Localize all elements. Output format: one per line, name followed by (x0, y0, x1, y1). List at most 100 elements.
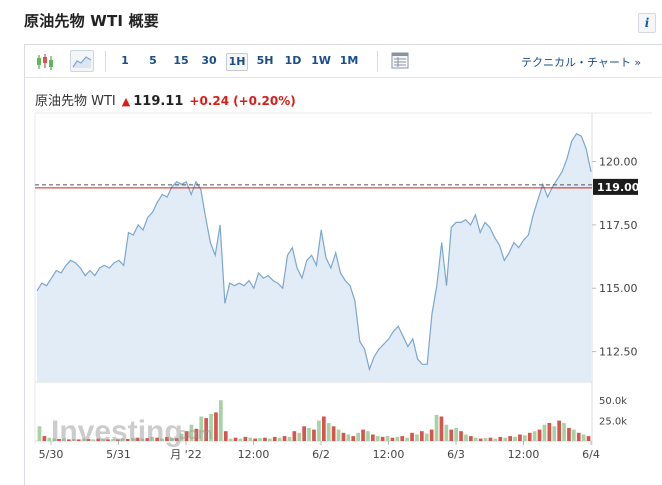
volume-bar (145, 438, 150, 441)
timeframe-1h[interactable]: 1H (226, 53, 248, 71)
volume-bar (341, 432, 346, 441)
volume-bar (488, 437, 493, 441)
volume-bar (405, 437, 409, 441)
volume-bar (174, 438, 179, 441)
volume-bar (287, 436, 292, 441)
price-change-percent: (+0.20%) (233, 94, 296, 108)
volume-bar (385, 436, 390, 441)
technical-chart-link[interactable]: テクニカル・チャート » (521, 56, 642, 69)
last-price: 119.11 (133, 94, 184, 109)
x-axis-ticks: 5/30 5/31 月 '22 12:00 6/2 12:00 6/3 12:00 6/4 (39, 441, 600, 461)
timeframe-1[interactable]: 1 (121, 54, 129, 67)
volume-bar (395, 436, 400, 441)
area-chart-icon[interactable] (70, 50, 94, 72)
volume-bar (576, 432, 581, 441)
x-tick-label: 6/2 (312, 448, 330, 461)
volume-bar (547, 423, 552, 441)
candlestick-chart-icon[interactable] (33, 50, 55, 72)
volume-bar (523, 435, 527, 441)
volume-bar (581, 434, 586, 441)
volume-bar (473, 437, 478, 441)
toolbar-divider (377, 51, 378, 72)
volume-bar (57, 439, 61, 441)
volume-bar (434, 414, 439, 441)
x-tick-label: 6/3 (447, 448, 465, 461)
volume-bar (248, 437, 253, 441)
volume-bar (258, 438, 262, 441)
price-line (36, 132, 592, 372)
timeframe-1m[interactable]: 1M (339, 54, 359, 67)
chart-widget: 1 5 15 30 1H 5H 1D 1W 1M テクニカル・チャート » 原油… (24, 44, 662, 485)
chart-toolbar: 1 5 15 30 1H 5H 1D 1W 1M テクニカル・チャート » (25, 45, 662, 78)
volume-series: 50.0k 25.0k (37, 396, 627, 442)
volume-bar (179, 433, 184, 441)
volume-bar (282, 436, 287, 441)
volume-bar (513, 436, 517, 441)
current-price-label-bg (593, 178, 638, 195)
volume-bar (253, 438, 257, 442)
x-tick-label: 12:00 (238, 448, 270, 461)
volume-bar (96, 438, 101, 442)
volume-bar (184, 431, 189, 441)
timeframe-15[interactable]: 15 (173, 54, 189, 67)
volume-bar (317, 420, 321, 441)
volume-bar (375, 436, 380, 441)
volume-bar (307, 427, 311, 441)
volume-bar (140, 438, 145, 442)
volume-bar (199, 416, 204, 441)
volume-bar (518, 434, 522, 441)
volume-bar (67, 439, 71, 441)
volume-bar (62, 438, 66, 442)
timeframe-1d[interactable]: 1D (284, 54, 302, 67)
x-tick-label: 12:00 (508, 448, 540, 461)
timeframe-30[interactable]: 30 (201, 54, 217, 67)
volume-bar (351, 436, 356, 441)
volume-tick-label: 50.0k (599, 396, 627, 407)
volume-bar (366, 431, 370, 441)
volume-bar (503, 437, 508, 441)
info-button[interactable]: i (638, 13, 656, 33)
volume-bar (356, 432, 360, 441)
y-tick-label: 115.00 (599, 282, 638, 295)
volume-bar (331, 426, 336, 441)
timeframe-5h[interactable]: 5H (256, 54, 274, 67)
page-title: 原油先物 WTI 概要 (24, 12, 160, 30)
volume-bar (537, 429, 542, 441)
volume-bar (228, 438, 233, 442)
volume-bar (586, 436, 591, 441)
volume-bar (76, 439, 81, 441)
timeframe-1w[interactable]: 1W (311, 54, 331, 67)
volume-bar (449, 429, 454, 441)
volume-bar (219, 400, 223, 441)
volume-bar (400, 436, 405, 441)
volume-bar (42, 436, 47, 441)
current-price-marker: 119.00 (35, 178, 640, 195)
volume-bar (130, 438, 135, 441)
table-view-icon[interactable] (388, 50, 410, 72)
watermark-brand: Investing (51, 415, 183, 448)
instrument-name: 原油先物 WTI (35, 94, 116, 109)
volume-bar (111, 439, 115, 441)
volume-bar (552, 426, 557, 441)
volume-bar (81, 438, 86, 442)
volume-bar (361, 429, 365, 441)
volume-bar (464, 434, 468, 441)
x-tick-label: 5/30 (39, 448, 64, 461)
volume-bar (439, 416, 444, 441)
volume-bar (272, 436, 277, 441)
volume-bar (459, 431, 463, 441)
volume-bar (106, 439, 110, 441)
price-change: +0.24 (189, 94, 230, 108)
volume-bar (150, 436, 155, 441)
x-tick-label: 5/31 (106, 448, 131, 461)
volume-bar (429, 429, 434, 441)
volume-bar (263, 437, 267, 441)
volume-bar (116, 439, 120, 441)
investing-watermark: Investing .com (51, 415, 213, 448)
toolbar-divider (105, 51, 106, 72)
volume-bar (346, 434, 351, 441)
timeframe-5[interactable]: 5 (149, 54, 157, 67)
volume-bar (277, 437, 282, 441)
volume-bar (125, 439, 130, 441)
